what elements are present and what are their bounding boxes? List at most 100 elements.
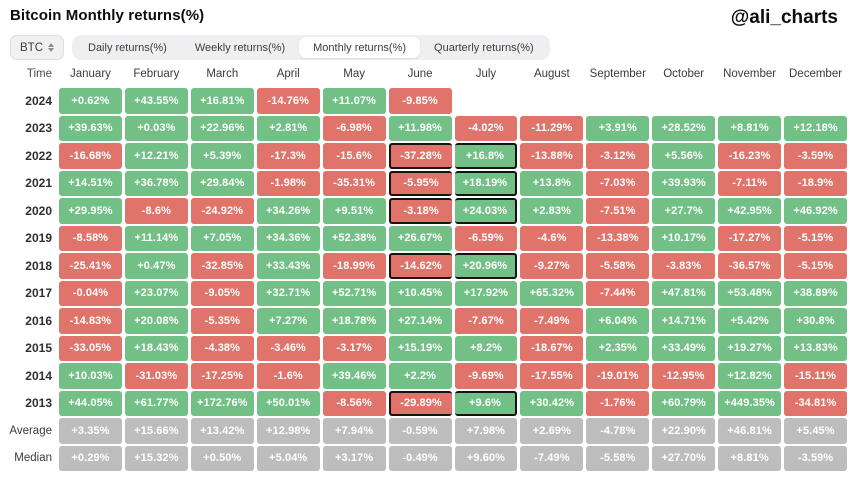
return-cell: +11.07% (322, 88, 386, 114)
return-cell: -14.83% (59, 308, 122, 334)
return-cell: -3.83% (652, 253, 716, 279)
tab-monthly[interactable]: Monthly returns(%) (299, 37, 421, 58)
coin-selector-value: BTC (20, 41, 43, 54)
return-cell: +26.67% (388, 225, 452, 251)
return-cell: -13.88% (520, 143, 584, 169)
return-cell: +18.43% (124, 335, 188, 361)
return-cell: -6.59% (454, 225, 518, 251)
return-cell (652, 88, 715, 114)
return-cell: +5.56% (652, 143, 716, 169)
return-cell: -3.59% (784, 143, 847, 169)
return-cell: +11.14% (124, 225, 188, 251)
return-cell: +9.6% (454, 390, 518, 416)
tab-daily[interactable]: Daily returns(%) (88, 41, 167, 54)
month-column-header: June (407, 68, 433, 80)
return-cell: -34.81% (784, 390, 847, 416)
returns-tab-group: Daily returns(%) Weekly returns(%) Monthly… (72, 35, 550, 60)
return-cell: +0.47% (124, 253, 188, 279)
return-cell: -4.78% (586, 418, 650, 444)
return-cell: +34.26% (256, 198, 320, 224)
time-column-header: Time (26, 68, 52, 80)
return-cell: +36.78% (124, 170, 188, 196)
return-cell: +5.45% (784, 418, 847, 444)
return-cell: +5.42% (718, 308, 782, 334)
return-cell: +12.18% (784, 115, 847, 141)
return-cell: -7.11% (718, 170, 782, 196)
return-cell: -9.85% (388, 88, 452, 114)
return-cell: +6.04% (586, 308, 650, 334)
return-cell: +50.01% (256, 390, 320, 416)
return-cell: -5.58% (586, 253, 650, 279)
return-cell: -36.57% (718, 253, 782, 279)
return-cell: +0.29% (59, 445, 122, 471)
return-cell: +24.03% (454, 198, 518, 224)
return-cell: +33.43% (256, 253, 320, 279)
return-cell: +44.05% (59, 390, 122, 416)
return-cell: +2.2% (388, 363, 452, 389)
return-cell: -17.27% (718, 225, 782, 251)
month-column-header: July (475, 68, 497, 80)
return-cell: +42.95% (718, 198, 782, 224)
tab-weekly[interactable]: Weekly returns(%) (194, 41, 286, 54)
return-cell: +2.83% (520, 198, 584, 224)
return-cell: -7.03% (586, 170, 650, 196)
return-cell: +61.77% (124, 390, 188, 416)
return-cell: +13.83% (784, 335, 847, 361)
return-cell: +60.79% (652, 390, 716, 416)
return-cell: +34.36% (256, 225, 320, 251)
return-cell: -11.29% (520, 115, 584, 141)
return-cell: -16.68% (59, 143, 122, 169)
returns-heatmap-table: Time January February March April May June July… (9, 63, 847, 471)
return-cell (455, 88, 518, 114)
return-cell: +27.14% (388, 308, 452, 334)
row-label: 2014 (25, 368, 52, 383)
return-cell: -6.98% (322, 115, 386, 141)
return-cell: -15.11% (784, 363, 847, 389)
return-cell (520, 88, 583, 114)
return-cell: +18.78% (322, 308, 386, 334)
tab-quarterly[interactable]: Quarterly returns(%) (434, 41, 534, 54)
return-cell: +19.27% (718, 335, 782, 361)
coin-selector[interactable]: BTC (10, 35, 64, 60)
return-cell: -9.05% (190, 280, 254, 306)
return-cell: -16.23% (718, 143, 782, 169)
row-label: 2015 (25, 341, 52, 356)
month-column-header: December (789, 68, 843, 80)
return-cell: +10.45% (388, 280, 452, 306)
return-cell: -35.31% (322, 170, 386, 196)
return-cell: +33.49% (652, 335, 716, 361)
return-cell: -12.95% (652, 363, 716, 389)
return-cell: +8.81% (718, 115, 782, 141)
return-cell: +12.82% (718, 363, 782, 389)
return-cell: -18.67% (520, 335, 584, 361)
return-cell: -0.49% (388, 445, 452, 471)
return-cell: +11.98% (388, 115, 452, 141)
return-cell: +39.93% (652, 170, 716, 196)
row-label: 2017 (25, 286, 52, 301)
watermark-handle: @ali_charts (730, 7, 838, 28)
return-cell: -18.9% (784, 170, 847, 196)
return-cell: +23.07% (124, 280, 188, 306)
return-cell: +27.70% (652, 445, 716, 471)
return-cell: +18.19% (454, 170, 518, 196)
row-label: 2024 (25, 93, 52, 108)
return-cell: +12.21% (124, 143, 188, 169)
return-cell: +2.81% (256, 115, 320, 141)
return-cell: +2.69% (520, 418, 584, 444)
month-column-header: January (69, 68, 111, 80)
row-label: 2019 (25, 231, 52, 246)
return-cell: -8.58% (59, 225, 122, 251)
return-cell: +15.66% (124, 418, 188, 444)
return-cell: -3.46% (256, 335, 320, 361)
row-label: 2016 (25, 313, 52, 328)
month-column-header: October (663, 68, 705, 80)
row-label: 2013 (25, 396, 52, 411)
month-column-header: September (589, 68, 646, 80)
month-column-header: August (533, 68, 570, 80)
return-cell: -17.55% (520, 363, 584, 389)
return-cell: +53.48% (718, 280, 782, 306)
return-cell: +29.95% (59, 198, 122, 224)
return-cell: -25.41% (59, 253, 122, 279)
return-cell: +38.89% (784, 280, 847, 306)
month-column-header: April (276, 68, 300, 80)
